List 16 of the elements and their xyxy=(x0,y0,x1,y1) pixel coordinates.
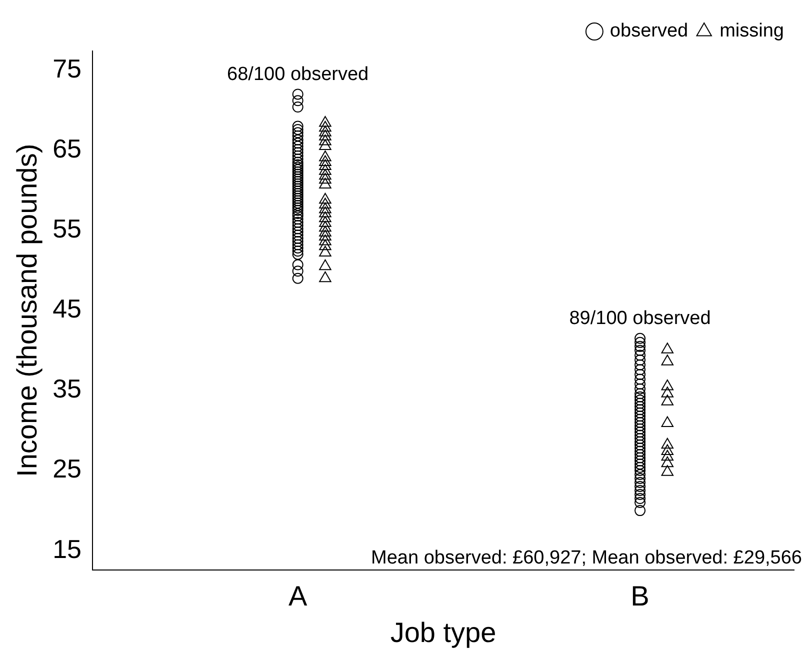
legend-label: observed xyxy=(610,20,688,42)
x-axis-title: Job type xyxy=(390,616,496,648)
y-tick-label: 45 xyxy=(52,294,82,324)
y-tick-label: 25 xyxy=(52,454,82,484)
y-tick-label: 75 xyxy=(52,53,82,84)
legend-label: missing xyxy=(720,20,784,42)
annotation: Mean observed: £60,927; Mean observed: £29,566 xyxy=(371,548,802,569)
x-tick-label: A xyxy=(288,580,308,612)
annotation: 68/100 observed xyxy=(227,64,369,85)
y-tick-label: 15 xyxy=(52,534,82,564)
y-tick-label: 65 xyxy=(52,133,82,164)
y-axis-title: Income (thousand pounds) xyxy=(12,144,43,477)
y-tick-label: 35 xyxy=(52,374,82,404)
y-tick-label: 55 xyxy=(52,214,82,244)
x-tick-label: B xyxy=(630,580,650,612)
annotation: 89/100 observed xyxy=(569,308,711,330)
